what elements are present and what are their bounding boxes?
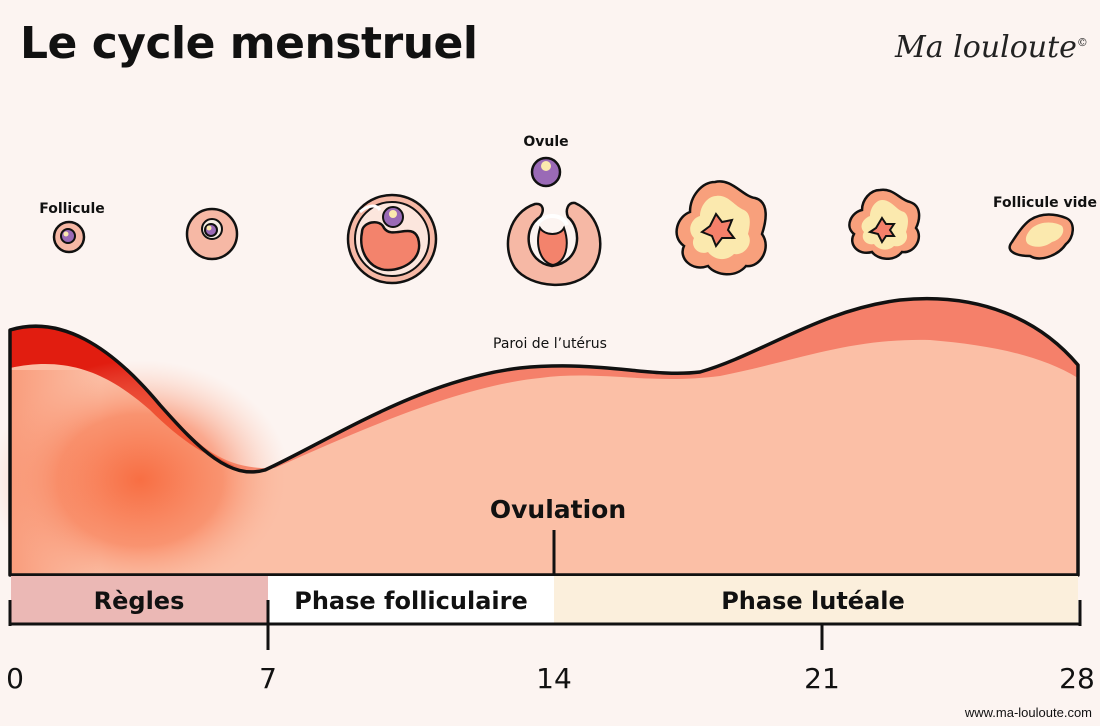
tick-label-28: 28: [1059, 662, 1095, 695]
phase-follicular-band: [268, 576, 554, 624]
phase-bar: Règles Phase folliculaire Phase lutéale: [11, 576, 1078, 624]
uterus-outline: [8, 296, 1080, 577]
phase-label-period: Règles: [94, 587, 185, 615]
follicle-label: Follicule: [39, 201, 105, 217]
page-title: Le cycle menstruel: [20, 18, 478, 69]
follicle-stage-1: [52, 220, 86, 254]
uterus-lining: [10, 298, 1078, 472]
phase-label-follicular: Phase folliculaire: [294, 587, 527, 615]
website-url: www.ma-louloute.com: [964, 705, 1092, 720]
ovum: [530, 156, 562, 188]
follicle-stage-3: [346, 193, 438, 285]
menstrual-edge-glow: [10, 370, 100, 575]
empty-follicle-label: Follicule vide: [993, 195, 1097, 211]
uterus-wall: [0, 296, 1080, 600]
phase-period-band: [11, 576, 268, 624]
corpus-luteum-large: [675, 180, 767, 276]
tick-label-0: 0: [6, 662, 24, 695]
brand-name: Ma louloute: [895, 30, 1077, 65]
phase-luteal-band: [554, 576, 1078, 624]
follicle-stage-2: [185, 207, 239, 261]
copyright-mark: ©: [1076, 36, 1088, 49]
corpus-luteum-small: [848, 188, 921, 260]
empty-follicle: [1008, 213, 1074, 260]
follicle-stage-4: [506, 201, 602, 286]
tick-label-7: 7: [259, 662, 277, 695]
ovum-label: Ovule: [523, 134, 568, 150]
follicle-stages: [52, 156, 1074, 286]
day-axis: [8, 600, 1082, 650]
brand-logo: Ma louloute©: [895, 30, 1088, 65]
tick-label-21: 21: [804, 662, 840, 695]
uterus-wall-label: Paroi de l’utérus: [493, 336, 607, 352]
tick-label-14: 14: [536, 662, 572, 695]
ovulation-label: Ovulation: [490, 495, 626, 524]
phase-label-luteal: Phase lutéale: [721, 587, 905, 615]
